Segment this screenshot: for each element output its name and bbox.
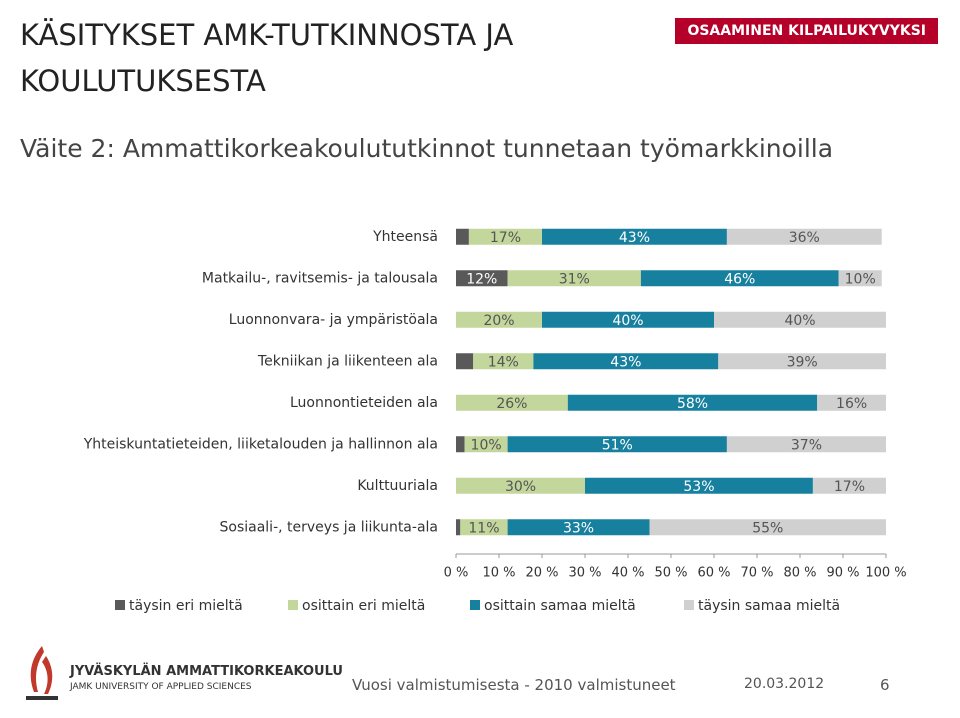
value-label: 10% xyxy=(471,437,502,453)
legend-label: osittain eri mieltä xyxy=(302,598,425,614)
value-label: 12% xyxy=(466,271,497,287)
legend-label: täysin eri mieltä xyxy=(129,598,243,614)
bar-segment xyxy=(456,436,465,453)
bar-segment xyxy=(456,394,568,411)
chart: Yhteensä 17% 43% 36% Matkailu-, ravitsemis- … xyxy=(83,228,907,614)
value-label: 20% xyxy=(483,313,514,329)
bar-segment xyxy=(640,270,839,287)
category-label: Luonnonvara- ja ympäristöala xyxy=(229,312,438,328)
bar-segment xyxy=(542,228,727,245)
value-label: 43% xyxy=(619,230,650,246)
value-label: 55% xyxy=(752,520,783,536)
value-label: 46% xyxy=(724,271,755,287)
x-tick-label: 60 % xyxy=(697,566,730,581)
value-label: 16% xyxy=(836,396,867,412)
value-label: 10% xyxy=(845,271,876,287)
bar-segment xyxy=(567,394,818,411)
x-tick-label: 100 % xyxy=(865,566,906,581)
bar-segment xyxy=(464,436,508,453)
value-label: 26% xyxy=(496,396,527,412)
category-label: Yhteensä xyxy=(372,229,438,245)
value-label: 40% xyxy=(784,313,815,329)
bar-segment xyxy=(838,270,882,287)
footer-date: 20.03.2012 xyxy=(744,676,825,692)
x-tick-label: 50 % xyxy=(654,566,687,581)
bar-segment xyxy=(507,519,650,536)
bar-segment xyxy=(456,353,474,370)
category-label: Luonnontieteiden ala xyxy=(290,395,438,411)
x-tick-label: 90 % xyxy=(826,566,859,581)
bar-segment xyxy=(812,477,886,494)
bar-segment xyxy=(533,353,719,370)
bar-segment xyxy=(456,270,508,287)
category-label: Sosiaali-, terveys ja liikunta-ala xyxy=(220,519,439,535)
value-label: 31% xyxy=(559,271,590,287)
bar-segment xyxy=(456,519,461,536)
bar-segment xyxy=(473,353,534,370)
bar-segment xyxy=(507,270,641,287)
value-label: 33% xyxy=(563,520,594,536)
category-label: Kulttuuriala xyxy=(357,478,438,494)
value-label: 36% xyxy=(789,230,820,246)
bar-segment xyxy=(726,228,882,245)
footer-note: Vuosi valmistumisesta - 2010 valmistunee… xyxy=(352,676,676,694)
value-label: 11% xyxy=(468,520,499,536)
value-label: 58% xyxy=(677,396,708,412)
page-number: 6 xyxy=(880,676,890,694)
slide-title: KÄSITYKSET AMK-TUTKINNOSTA JA KOULUTUKSE… xyxy=(20,18,514,98)
subtitle: Väite 2: Ammattikorkeakoulututkinnot tun… xyxy=(20,134,834,163)
legend-label: osittain samaa mieltä xyxy=(484,598,636,614)
logo-sub: JAMK UNIVERSITY OF APPLIED SCIENCES xyxy=(70,682,252,692)
bar-segment xyxy=(507,436,727,453)
x-tick-label: 30 % xyxy=(568,566,601,581)
badge: OSAAMINEN KILPAILUKYVYKSI xyxy=(675,18,938,44)
bar-segment xyxy=(456,477,585,494)
value-label: 30% xyxy=(505,479,536,495)
category-label: Matkailu-, ravitsemis- ja talousala xyxy=(202,270,438,286)
bar-segment xyxy=(456,311,542,328)
bar-segment xyxy=(726,436,886,453)
x-tick-label: 70 % xyxy=(740,566,773,581)
legend-swatch xyxy=(470,600,480,610)
bar-segment xyxy=(718,353,886,370)
logo-name: JYVÄSKYLÄN AMMATTIKORKEAKOULU xyxy=(70,664,343,679)
x-tick-label: 40 % xyxy=(611,566,644,581)
x-tick-label: 80 % xyxy=(783,566,816,581)
value-label: 39% xyxy=(787,354,818,370)
bar-segment xyxy=(714,311,886,328)
x-tick-label: 20 % xyxy=(525,566,558,581)
bar-segment xyxy=(468,228,542,245)
bar-segment xyxy=(585,477,813,494)
x-tick-label: 10 % xyxy=(482,566,515,581)
logo-icon xyxy=(26,646,58,700)
x-tick-label: 0 % xyxy=(444,566,469,581)
value-label: 17% xyxy=(490,230,521,246)
value-label: 37% xyxy=(791,437,822,453)
legend-swatch xyxy=(684,600,694,610)
category-label: Tekniikan ja liikenteen ala xyxy=(257,353,438,369)
value-label: 43% xyxy=(610,354,641,370)
value-label: 53% xyxy=(683,479,714,495)
bar-segment xyxy=(542,311,714,328)
value-label: 17% xyxy=(834,479,865,495)
legend-swatch xyxy=(288,600,298,610)
legend-swatch xyxy=(115,600,125,610)
category-label: Yhteiskuntatieteiden, liiketalouden ja h… xyxy=(83,436,438,452)
bar-segment xyxy=(460,519,508,536)
bar-segment xyxy=(817,394,886,411)
legend-label: täysin samaa mieltä xyxy=(698,598,840,614)
bar-segment xyxy=(456,228,469,245)
value-label: 51% xyxy=(602,437,633,453)
value-label: 40% xyxy=(612,313,643,329)
bar-segment xyxy=(649,519,886,536)
value-label: 14% xyxy=(488,354,519,370)
